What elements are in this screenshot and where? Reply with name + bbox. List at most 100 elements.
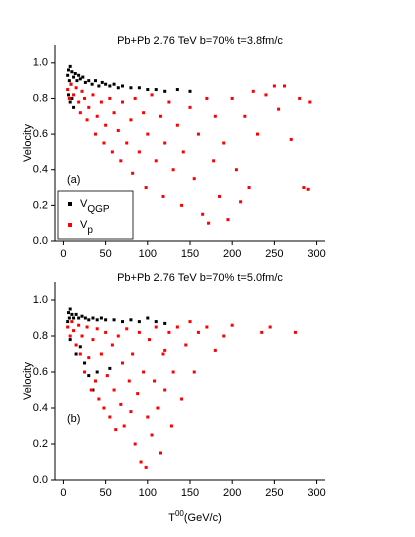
point (108, 84, 112, 88)
point (78, 77, 82, 81)
point (67, 93, 70, 97)
point (72, 329, 76, 333)
y-tick-label: 0.6 (33, 366, 48, 378)
point (116, 334, 120, 338)
x-tick-label: 200 (223, 487, 241, 499)
point (104, 123, 108, 127)
point (293, 330, 297, 334)
point (74, 312, 78, 316)
x-tick-label: 100 (139, 487, 157, 499)
point (110, 343, 114, 347)
point (77, 323, 81, 327)
point (91, 316, 95, 320)
point (142, 111, 146, 115)
point (175, 325, 179, 329)
point (121, 361, 124, 365)
point (169, 424, 173, 428)
point (180, 203, 184, 207)
legend-label: Vp (80, 219, 93, 236)
x-tick-label: 250 (265, 248, 283, 260)
annotation: (b) (67, 413, 80, 425)
point (121, 84, 124, 88)
point (175, 88, 179, 92)
point (99, 316, 103, 320)
point (161, 194, 165, 198)
point (146, 132, 150, 136)
point (137, 330, 141, 334)
point (78, 111, 82, 115)
point (70, 70, 74, 74)
y-tick-label: 0.8 (33, 92, 48, 104)
x-tick-label: 150 (181, 248, 199, 260)
point (70, 312, 74, 316)
y-axis-label: Velocity (22, 362, 34, 400)
point (196, 132, 200, 136)
point (213, 348, 217, 352)
point (110, 150, 114, 154)
x-tick-label: 150 (181, 487, 199, 499)
x-tick-label: 50 (100, 487, 112, 499)
x-axis-label: T00(GeV/c) (168, 509, 222, 524)
x-tick-label: 100 (139, 248, 157, 260)
point (87, 356, 91, 360)
point (156, 406, 160, 410)
chart-title: Pb+Pb 2.76 TeV b=70% t=3.8fm/c (117, 35, 283, 47)
point (129, 318, 133, 322)
point (154, 320, 158, 324)
y-tick-label: 0.2 (33, 438, 48, 450)
point (77, 100, 81, 104)
point (298, 96, 302, 100)
point (112, 111, 116, 115)
point (97, 397, 101, 401)
y-tick-label: 0.4 (33, 402, 48, 414)
point (218, 194, 222, 198)
annotation: (a) (67, 174, 80, 186)
point (163, 321, 167, 325)
point (67, 316, 71, 320)
point (277, 107, 281, 111)
point (67, 96, 71, 100)
point (133, 442, 137, 446)
point (119, 159, 123, 163)
point (239, 200, 243, 204)
point (184, 343, 188, 347)
point (80, 334, 84, 338)
point (163, 388, 167, 392)
point (148, 338, 151, 342)
point (72, 93, 76, 97)
x-tick-label: 50 (100, 248, 112, 260)
point (175, 123, 179, 127)
chart-title: Pb+Pb 2.76 TeV b=70% t=5.0fm/c (117, 272, 283, 284)
point (137, 150, 141, 154)
point (104, 318, 108, 322)
point (99, 100, 103, 104)
point (205, 325, 209, 329)
point (97, 84, 101, 88)
point (230, 323, 234, 327)
y-axis-label: Velocity (22, 124, 34, 162)
point (83, 80, 87, 84)
y-tick-label: 1.0 (33, 294, 48, 306)
point (158, 114, 162, 118)
point (136, 392, 140, 396)
point (150, 433, 154, 437)
point (129, 86, 133, 90)
point (192, 370, 196, 374)
y-tick-label: 0.0 (33, 235, 48, 247)
point (95, 370, 99, 374)
point (222, 141, 226, 145)
point (207, 221, 211, 225)
point (80, 314, 84, 318)
point (154, 159, 158, 163)
point (121, 320, 124, 324)
y-tick-label: 0.6 (33, 128, 48, 140)
point (87, 79, 91, 83)
point (112, 388, 116, 392)
point (66, 88, 70, 92)
point (78, 352, 82, 356)
point (102, 406, 106, 410)
point (137, 320, 141, 324)
point (125, 141, 129, 145)
point (85, 118, 89, 122)
x-tick-label: 300 (307, 487, 325, 499)
